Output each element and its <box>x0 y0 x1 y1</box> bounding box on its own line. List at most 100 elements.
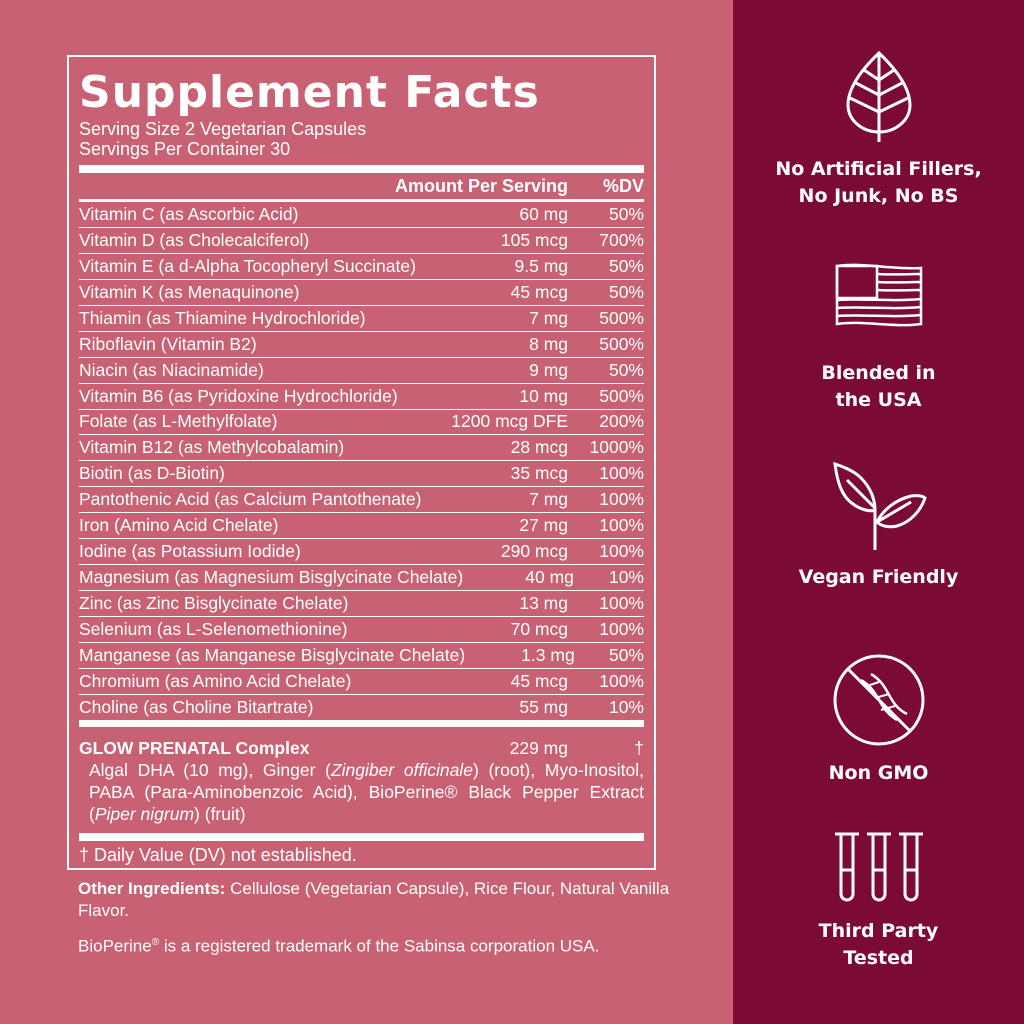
nutrient-row: Magnesium (as Magnesium Bisglycinate Che… <box>79 565 644 592</box>
nutrient-amount: 45 mcg <box>510 670 568 691</box>
nutrient-dv: 50% <box>608 255 644 276</box>
usa-flag-icon <box>835 263 922 327</box>
nutrient-name: Iodine (as Potassium Iodide) <box>79 541 301 562</box>
nutrient-row: Folate (as L-Methylfolate) 1200 mcg DFE 20… <box>79 410 644 436</box>
nutrient-amount: 28 mcg <box>510 437 568 458</box>
badge-tested: Third Party Tested <box>733 830 1024 972</box>
dv-header: %DV <box>602 175 644 196</box>
divider <box>79 199 644 202</box>
nutrient-dv: 50% <box>608 281 644 302</box>
nutrient-dv: 10% <box>608 696 644 717</box>
nutrient-name: Vitamin B6 (as Pyridoxine Hydrochloride) <box>79 385 398 406</box>
nutrient-row: Choline (as Choline Bitartrate) 55 mg 10% <box>79 695 644 721</box>
nutrient-name: Vitamin D (as Cholecalciferol) <box>79 229 310 250</box>
complex-dv: † <box>634 737 644 758</box>
nutrient-row: Pantothenic Acid (as Calcium Pantothenat… <box>79 487 644 514</box>
complex-ingredients: Algal DHA (10 mg), Ginger (Zingiber offi… <box>89 759 644 824</box>
servings-per-container: Servings Per Container 30 <box>79 139 291 159</box>
nutrient-name: Manganese (as Manganese Bisglycinate Che… <box>79 644 466 665</box>
no-gmo-icon <box>833 654 924 746</box>
nutrient-amount: 13 mg <box>519 593 568 614</box>
nutrient-dv: 100% <box>599 541 644 562</box>
nutrient-dv: 500% <box>599 333 644 354</box>
nutrient-name: Pantothenic Acid (as Calcium Pantothenat… <box>79 489 422 510</box>
nutrient-row: Thiamin (as Thiamine Hydrochloride) 7 mg 5… <box>79 306 644 332</box>
nutrient-dv: 500% <box>599 307 644 328</box>
nutrient-dv: 1000% <box>589 437 645 458</box>
nutrient-row: Zinc (as Zinc Bisglycinate Chelate) 13 mg… <box>79 591 644 617</box>
nutrient-row: Riboflavin (Vitamin B2) 8 mg 500% <box>79 332 644 358</box>
nutrient-amount: 7 mg <box>529 489 568 510</box>
nutrient-amount: 27 mg <box>519 515 568 536</box>
nutrient-amount: 290 mcg <box>500 541 568 562</box>
serving-size: Serving Size 2 Vegetarian Capsules <box>79 119 367 139</box>
nutrient-amount: 70 mcg <box>510 618 568 639</box>
complex-block: GLOW PRENATAL Complex 229 mg † Algal DHA… <box>79 737 644 825</box>
test-tubes-icon <box>834 832 923 902</box>
nutrient-name: Folate (as L-Methylfolate) <box>79 411 278 432</box>
nutrient-row: Vitamin K (as Menaquinone) 45 mcg 50% <box>79 280 644 306</box>
badge-vegan: Vegan Friendly <box>733 460 1024 591</box>
nutrient-row: Iodine (as Potassium Iodide) 290 mcg 100% <box>79 539 644 566</box>
nutrient-dv: 100% <box>599 489 644 510</box>
nutrient-name: Vitamin E (a d-Alpha Tocopheryl Succinat… <box>79 255 416 276</box>
nutrient-amount: 10 mg <box>519 385 568 406</box>
nutrient-dv: 100% <box>599 593 644 614</box>
sprout-icon <box>832 461 927 550</box>
nutrient-amount: 9.5 mg <box>514 255 569 276</box>
nutrient-dv: 50% <box>608 644 644 665</box>
nutrient-name: Iron (Amino Acid Chelate) <box>79 515 279 536</box>
nutrient-dv: 50% <box>608 359 644 380</box>
nutrient-row: Niacin (as Niacinamide) 9 mg 50% <box>79 358 644 384</box>
amount-header: Amount Per Serving <box>394 175 568 196</box>
nutrient-amount: 9 mg <box>529 359 568 380</box>
nutrient-amount: 7 mg <box>529 307 568 328</box>
divider <box>79 832 644 841</box>
divider <box>79 720 644 727</box>
nutrient-amount: 35 mcg <box>510 463 568 484</box>
nutrient-name: Chromium (as Amino Acid Chelate) <box>79 670 352 691</box>
nutrient-name: Zinc (as Zinc Bisglycinate Chelate) <box>79 593 349 614</box>
badge-no-fillers: No Artificial Fillers, No Junk, No BS <box>733 50 1024 210</box>
nutrient-dv: 100% <box>599 515 644 536</box>
nutrient-amount: 1200 mcg DFE <box>451 411 568 432</box>
nutrient-name: Niacin (as Niacinamide) <box>79 359 264 380</box>
leaf-icon <box>845 50 912 142</box>
nutrient-amount: 40 mg <box>525 567 574 588</box>
nutrient-name: Vitamin B12 (as Methylcobalamin) <box>79 437 345 458</box>
nutrient-dv: 500% <box>599 385 644 406</box>
nutrient-name: Biotin (as D-Biotin) <box>79 463 225 484</box>
supplement-panel: Supplement Facts Serving Size 2 Vegetari… <box>67 55 670 956</box>
nutrient-name: Magnesium (as Magnesium Bisglycinate Che… <box>79 567 464 588</box>
nutrient-amount: 45 mcg <box>510 281 568 302</box>
nutrient-amount: 8 mg <box>529 333 568 354</box>
footnote: † Daily Value (DV) not established. <box>79 844 357 865</box>
trademark-note: BioPerine® is a registered trademark of … <box>78 936 600 956</box>
nutrient-name: Vitamin K (as Menaquinone) <box>79 281 300 302</box>
nutrient-name: Riboflavin (Vitamin B2) <box>79 333 257 354</box>
nutrient-dv: 700% <box>599 229 644 250</box>
nutrient-row: Manganese (as Manganese Bisglycinate Che… <box>79 643 644 669</box>
other-ingredients: Other Ingredients: Cellulose (Vegetarian… <box>78 879 670 920</box>
nutrient-amount: 60 mg <box>519 203 568 224</box>
facts-title: Supplement Facts <box>79 67 540 118</box>
nutrient-name: Vitamin C (as Ascorbic Acid) <box>79 203 299 224</box>
nutrient-row: Vitamin D (as Cholecalciferol) 105 mcg 700… <box>79 228 644 254</box>
nutrient-amount: 105 mcg <box>500 229 568 250</box>
nutrient-amount: 55 mg <box>519 696 568 717</box>
nutrient-name: Thiamin (as Thiamine Hydrochloride) <box>79 307 366 328</box>
nutrient-row: Chromium (as Amino Acid Chelate) 45 mcg 10… <box>79 669 644 695</box>
badge-non-gmo: Non GMO <box>733 652 1024 787</box>
nutrient-dv: 50% <box>608 203 644 224</box>
nutrient-row: Vitamin B12 (as Methylcobalamin) 28 mcg 10… <box>79 435 645 462</box>
nutrient-name: Selenium (as L-Selenomethionine) <box>79 618 348 639</box>
nutrient-row: Iron (Amino Acid Chelate) 27 mg 100% <box>79 513 644 540</box>
badge-usa: Blended in the USA <box>733 262 1024 414</box>
nutrient-dv: 200% <box>599 411 644 432</box>
nutrient-amount: 1.3 mg <box>521 644 575 665</box>
table-header: Amount Per Serving %DV <box>79 173 644 199</box>
nutrient-row: Biotin (as D-Biotin) 35 mcg 100% <box>79 461 644 488</box>
nutrient-row: Vitamin E (a d-Alpha Tocopheryl Succinat… <box>79 254 644 280</box>
nutrient-row: Vitamin B6 (as Pyridoxine Hydrochloride)… <box>79 384 644 410</box>
complex-name: GLOW PRENATAL Complex <box>79 737 310 758</box>
